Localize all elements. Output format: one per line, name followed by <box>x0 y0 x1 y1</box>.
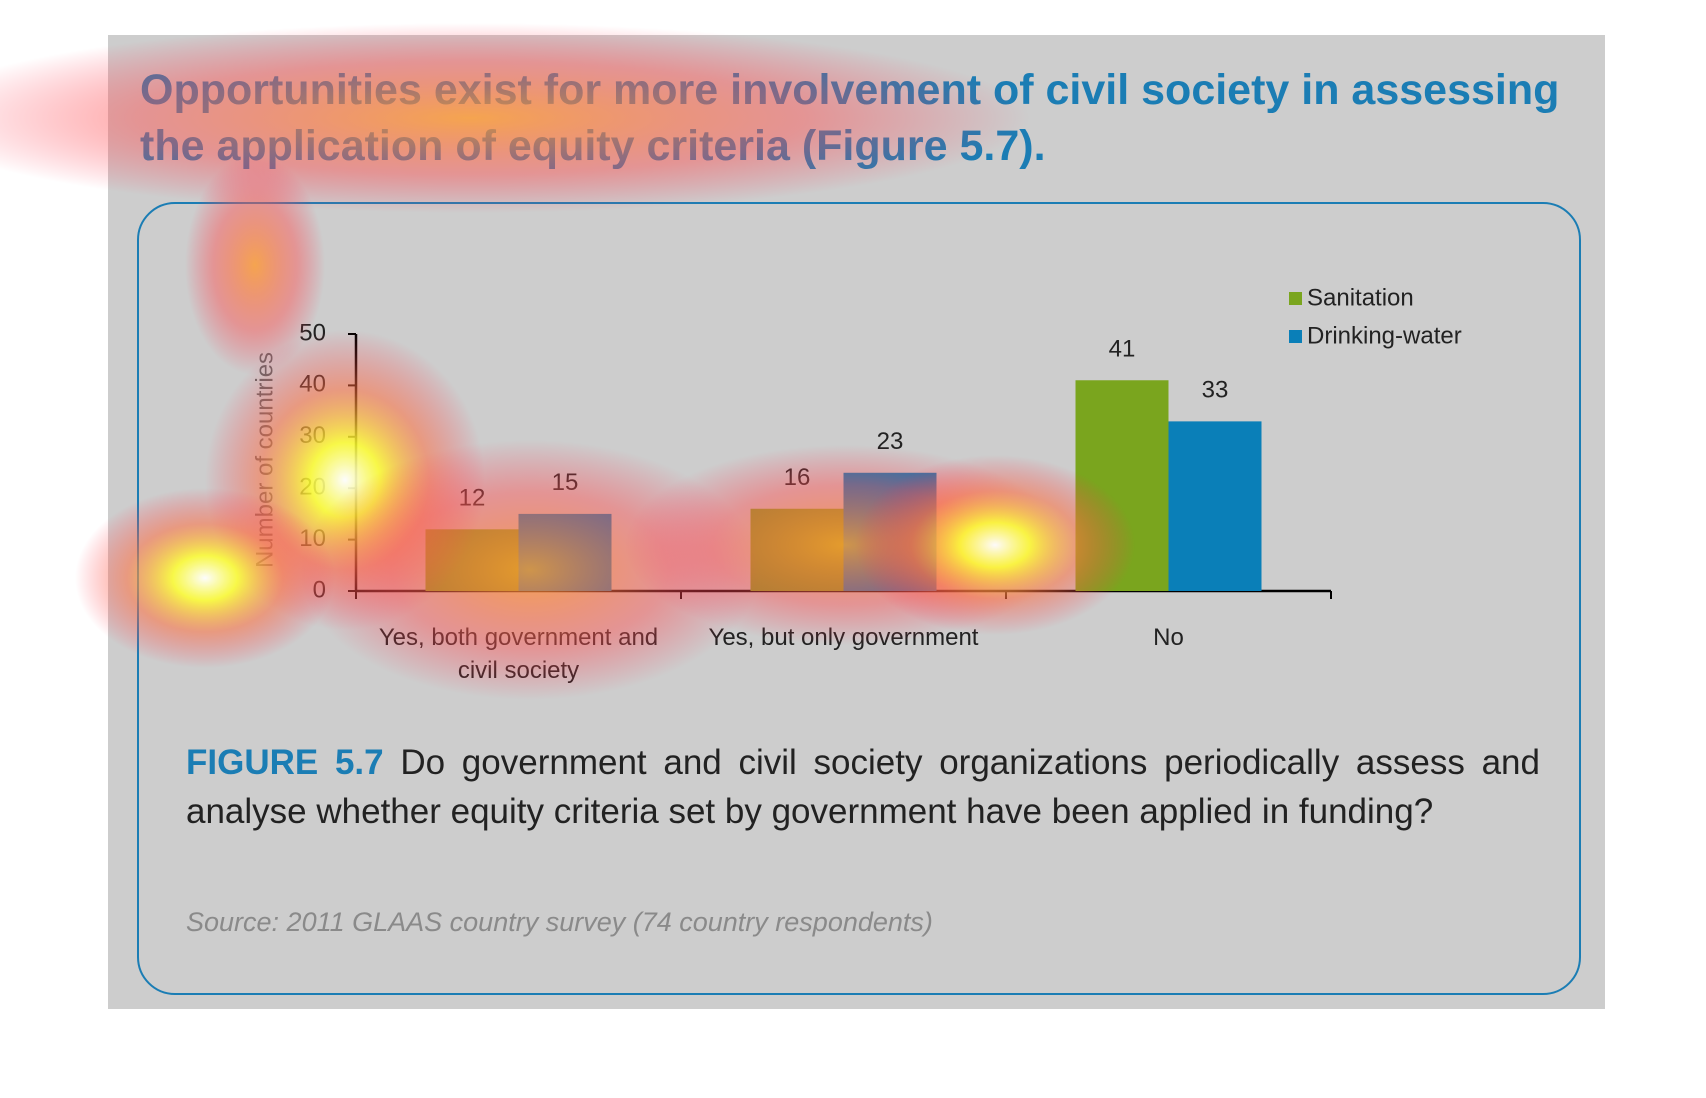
y-tick-label: 10 <box>299 525 326 552</box>
x-tick-label: Yes, but only government <box>708 624 979 651</box>
y-axis-label: Number of countries <box>251 352 278 568</box>
caption-text: Do government and civil society organiza… <box>186 743 1540 831</box>
bar <box>750 508 844 591</box>
y-tick-label: 50 <box>299 319 326 346</box>
y-tick-label: 0 <box>313 576 326 603</box>
legend-label: Sanitation <box>1307 284 1414 311</box>
value-label: 33 <box>1202 377 1229 404</box>
x-tick-label: No <box>1153 624 1184 651</box>
bar <box>425 529 519 591</box>
value-label: 12 <box>459 485 486 512</box>
value-label: 15 <box>552 469 579 496</box>
caption: FIGURE 5.7 Do government and civil socie… <box>186 738 1540 836</box>
x-tick-label: Yes, both government and civil society <box>378 624 659 684</box>
y-tick-label: 20 <box>299 474 326 501</box>
source: Source: 2011 GLAAS country survey (74 co… <box>186 907 933 937</box>
value-label: 41 <box>1109 336 1136 363</box>
y-tick-label: 40 <box>299 371 326 398</box>
bar <box>518 513 612 591</box>
bar <box>1075 380 1169 591</box>
legend-swatch <box>1289 292 1302 305</box>
bar <box>1168 421 1262 591</box>
y-tick-label: 30 <box>299 422 326 449</box>
value-label: 23 <box>877 428 904 455</box>
bar <box>843 472 937 591</box>
legend-swatch <box>1289 330 1302 343</box>
value-label: 16 <box>784 464 811 491</box>
legend-label: Drinking-water <box>1307 322 1462 349</box>
figure-label: FIGURE 5.7 <box>186 743 384 782</box>
